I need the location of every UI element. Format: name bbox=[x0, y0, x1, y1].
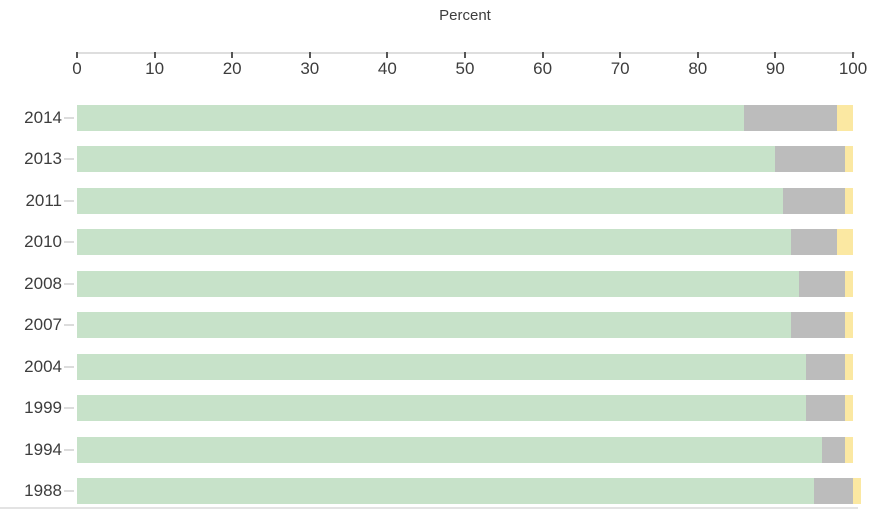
stacked-bar bbox=[77, 270, 853, 297]
bar-segment-green bbox=[77, 312, 791, 339]
x-axis-tick bbox=[386, 52, 389, 58]
bar-segment-gray bbox=[775, 146, 846, 173]
x-axis-tick-label: 100 bbox=[838, 59, 868, 78]
y-axis-tick bbox=[64, 365, 74, 368]
y-axis-label: 2014 bbox=[24, 108, 62, 127]
bar-segment-yellow bbox=[845, 395, 853, 422]
x-axis-title: Percent bbox=[439, 7, 491, 24]
y-axis-label: 1999 bbox=[24, 398, 62, 418]
bar-segment-green bbox=[77, 477, 815, 504]
x-axis-tick-label: 70 bbox=[610, 59, 630, 78]
stacked-bar bbox=[77, 187, 853, 214]
bar-segment-yellow bbox=[845, 270, 853, 297]
x-axis-tick-label: 20 bbox=[222, 59, 242, 78]
bar-segment-gray bbox=[806, 353, 846, 380]
bar-segment-gray bbox=[806, 395, 846, 422]
x-axis-tick-label: 30 bbox=[300, 59, 320, 78]
x-axis-tick bbox=[619, 52, 622, 58]
y-axis-label: 1994 bbox=[24, 439, 62, 459]
bar-segment-gray bbox=[814, 477, 853, 504]
x-axis-tick bbox=[153, 52, 156, 58]
bar-segment-green bbox=[77, 395, 807, 422]
x-axis-tick-label: 0 bbox=[72, 59, 82, 78]
bar-segment-yellow bbox=[845, 353, 853, 380]
bar-segment-yellow bbox=[845, 436, 853, 463]
y-axis-label: 2007 bbox=[24, 315, 62, 335]
x-axis-tick-label: 90 bbox=[765, 59, 785, 78]
y-axis-label: 2013 bbox=[24, 149, 62, 169]
stacked-bar bbox=[77, 477, 861, 504]
bar-segment-gray bbox=[783, 187, 846, 214]
x-axis-tick bbox=[76, 52, 78, 58]
y-axis-tick bbox=[64, 117, 74, 119]
stacked-bar bbox=[77, 353, 853, 380]
x-axis-tick-label: 60 bbox=[533, 59, 553, 78]
bar-segment-yellow bbox=[837, 229, 853, 256]
bar-segment-green bbox=[77, 105, 745, 131]
y-axis-label: 2004 bbox=[24, 356, 62, 376]
y-axis-tick bbox=[64, 282, 74, 285]
x-axis-tick bbox=[308, 52, 311, 58]
bar-segment-yellow bbox=[837, 105, 853, 131]
bar-segment-green bbox=[77, 353, 807, 380]
y-axis-tick bbox=[64, 158, 74, 161]
bar-segment-green bbox=[77, 436, 822, 463]
stacked-bar bbox=[77, 229, 853, 256]
bar-segment-yellow bbox=[845, 187, 853, 214]
y-axis-tick bbox=[64, 241, 74, 244]
stacked-bar bbox=[77, 436, 853, 463]
stacked-bar bbox=[77, 146, 853, 173]
stacked-bar bbox=[77, 395, 853, 422]
bar-segment-green bbox=[77, 229, 791, 256]
bar-segment-gray bbox=[790, 229, 838, 256]
bar-segment-yellow bbox=[845, 312, 853, 339]
bar-segment-yellow bbox=[845, 146, 853, 173]
y-axis-label: 1988 bbox=[24, 480, 62, 500]
x-axis-tick bbox=[464, 52, 466, 58]
x-axis-tick bbox=[774, 52, 777, 58]
x-axis-tick-label: 10 bbox=[145, 59, 165, 78]
stacked-bar bbox=[77, 105, 853, 131]
plot-bottom-border bbox=[0, 507, 858, 509]
y-axis-tick bbox=[64, 448, 74, 451]
stacked-bar bbox=[77, 312, 853, 339]
x-axis-tick bbox=[541, 52, 544, 58]
y-axis-tick bbox=[64, 199, 74, 202]
y-axis-label: 2010 bbox=[24, 232, 62, 252]
bar-segment-gray bbox=[798, 270, 846, 297]
bar-segment-gray bbox=[821, 436, 846, 463]
x-axis-tick bbox=[696, 52, 699, 58]
bar-segment-gray bbox=[744, 105, 838, 131]
bar-segment-gray bbox=[790, 312, 846, 339]
bar-segment-yellow bbox=[852, 477, 861, 504]
x-axis-tick bbox=[852, 52, 854, 58]
x-axis-tick-label: 50 bbox=[455, 59, 475, 78]
x-axis-tick-label: 80 bbox=[688, 59, 708, 78]
x-axis-tick bbox=[231, 52, 234, 58]
y-axis-tick bbox=[64, 489, 74, 492]
y-axis-tick bbox=[64, 407, 74, 410]
y-axis-label: 2008 bbox=[24, 273, 62, 293]
bar-segment-green bbox=[77, 270, 799, 297]
x-axis-tick-label: 40 bbox=[377, 59, 397, 78]
bar-segment-green bbox=[77, 146, 776, 173]
bar-segment-green bbox=[77, 187, 784, 214]
y-axis-label: 2011 bbox=[25, 190, 62, 210]
y-axis-tick bbox=[64, 324, 74, 327]
